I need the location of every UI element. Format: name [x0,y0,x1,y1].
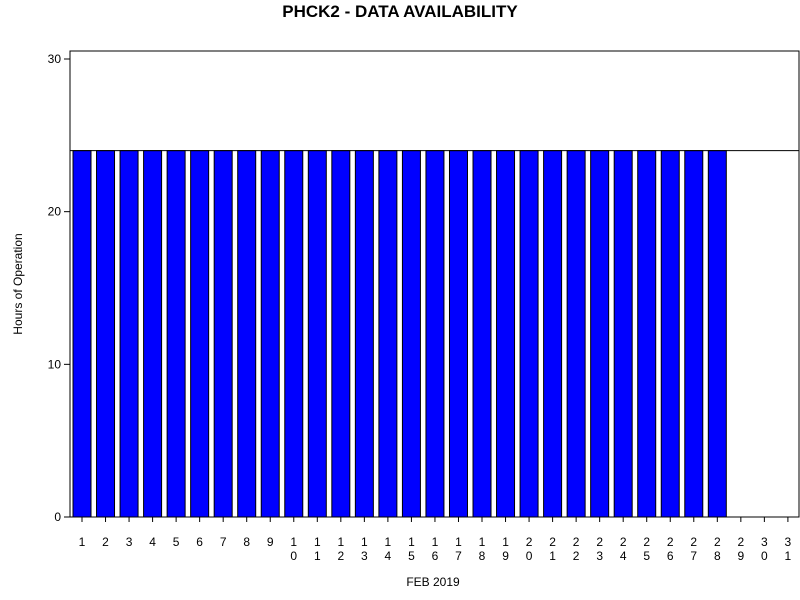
bar-day-13 [354,150,374,518]
x-tick-label-day-29: 9 [737,549,744,563]
x-tick-label-day-27: 7 [690,549,697,563]
x-tick-label-day-22: 2 [573,535,580,549]
x-tick-label-day-25: 5 [643,549,650,563]
x-tick-label-day-9: 9 [267,535,274,549]
x-tick-label-day-3: 3 [126,535,133,549]
y-axis-title: Hours of Operation [11,233,25,334]
x-tick-label-day-4: 4 [149,535,156,549]
x-tick-label-day-16: 6 [432,549,439,563]
bar-day-19 [496,150,516,518]
x-axis-title: FEB 2019 [406,575,460,589]
x-tick-label-day-10: 1 [290,535,297,549]
x-tick-label-day-22: 2 [573,549,580,563]
x-tick-label-day-21: 2 [549,535,556,549]
bar-day-1 [72,150,92,518]
x-tick-label-day-20: 0 [526,549,533,563]
x-tick-label-day-14: 1 [385,535,392,549]
x-tick-label-day-15: 5 [408,549,415,563]
x-tick-label-day-26: 2 [667,535,674,549]
bar-day-16 [425,150,445,518]
x-tick-label-day-11: 1 [314,549,321,563]
bar-day-3 [119,150,139,518]
bar-day-28 [707,150,727,518]
bars-group [72,150,727,518]
x-tick-label-day-18: 1 [479,535,486,549]
bar-day-14 [378,150,398,518]
bar-day-25 [637,150,657,518]
x-tick-label-day-21: 1 [549,549,556,563]
x-tick-label-day-17: 1 [455,535,462,549]
x-tick-label-day-7: 7 [220,535,227,549]
bar-day-27 [684,150,704,518]
y-axis: 0 10 20 30 [48,52,70,524]
bar-day-24 [613,150,633,518]
bar-day-23 [590,150,610,518]
bar-day-12 [331,150,351,518]
bar-day-5 [166,150,186,518]
x-tick-label-day-18: 8 [479,549,486,563]
chart-title: PHCK2 - DATA AVAILABILITY [282,2,518,21]
bar-day-17 [448,150,468,518]
bar-day-18 [472,150,492,518]
bar-day-21 [543,150,563,518]
x-tick-label-day-31: 3 [785,535,792,549]
x-tick-label-day-31: 1 [785,549,792,563]
x-tick-label-day-15: 1 [408,535,415,549]
bar-day-26 [660,150,680,518]
bar-day-22 [566,150,586,518]
x-tick-label-day-28: 8 [714,549,721,563]
bar-day-8 [237,150,257,518]
y-tick-label: 20 [48,205,62,219]
bar-day-7 [213,150,233,518]
x-tick-label-day-19: 9 [502,549,509,563]
x-tick-label-day-29: 2 [737,535,744,549]
x-tick-label-day-30: 0 [761,549,768,563]
y-tick-label: 0 [54,510,61,524]
x-tick-label-day-2: 2 [102,535,109,549]
x-tick-label-day-24: 4 [620,549,627,563]
x-axis: 1 2 3 4 5 6 7 8 9 1011121314151617181920212223242… [79,517,792,563]
x-tick-label-day-10: 0 [290,549,297,563]
bar-day-2 [96,150,116,518]
x-tick-label-day-26: 6 [667,549,674,563]
bar-day-11 [307,150,327,518]
x-tick-label-day-24: 2 [620,535,627,549]
x-tick-label-day-1: 1 [79,535,86,549]
bar-day-15 [401,150,421,518]
x-tick-label-day-14: 4 [385,549,392,563]
x-tick-label-day-28: 2 [714,535,721,549]
y-tick-label: 10 [48,357,62,371]
x-tick-label-day-30: 3 [761,535,768,549]
x-tick-label-day-20: 2 [526,535,533,549]
x-tick-label-day-6: 6 [196,535,203,549]
x-tick-label-day-23: 3 [596,549,603,563]
bar-day-9 [260,150,280,518]
x-tick-label-day-16: 1 [432,535,439,549]
x-tick-label-day-13: 1 [361,535,368,549]
x-tick-label-day-12: 2 [337,549,344,563]
bar-day-20 [519,150,539,518]
x-tick-label-day-17: 7 [455,549,462,563]
x-tick-label-day-12: 1 [337,535,344,549]
x-tick-label-day-11: 1 [314,535,321,549]
x-tick-label-day-13: 3 [361,549,368,563]
x-tick-label-day-23: 2 [596,535,603,549]
y-tick-label: 30 [48,52,62,66]
bar-day-10 [284,150,304,518]
bar-day-4 [143,150,163,518]
bar-day-6 [190,150,210,518]
x-tick-label-day-19: 1 [502,535,509,549]
x-tick-label-day-25: 2 [643,535,650,549]
x-tick-label-day-27: 2 [690,535,697,549]
x-tick-label-day-8: 8 [243,535,250,549]
x-tick-label-day-5: 5 [173,535,180,549]
